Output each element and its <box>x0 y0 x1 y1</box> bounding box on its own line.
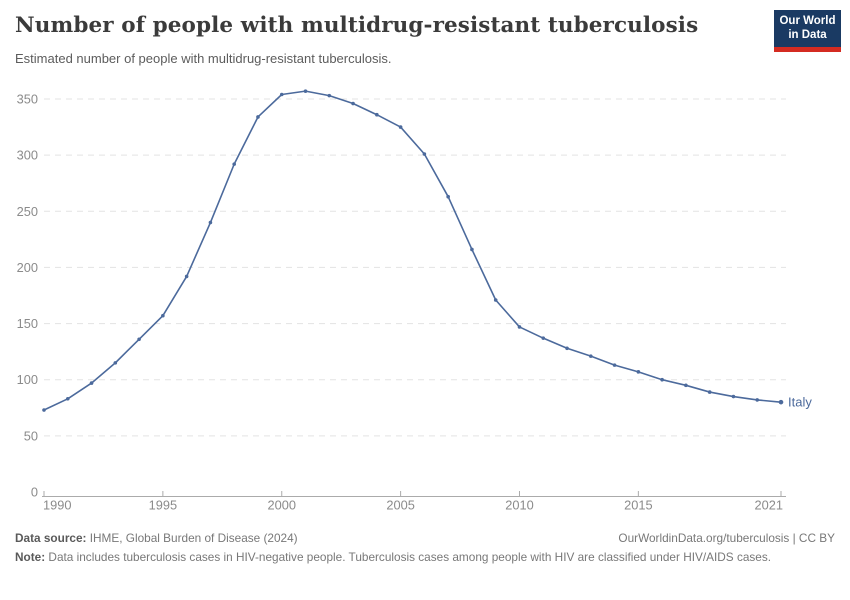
data-point[interactable] <box>731 394 736 399</box>
x-tick-label: 2000 <box>268 498 296 513</box>
data-point[interactable] <box>184 274 189 279</box>
data-point[interactable] <box>636 370 641 374</box>
data-point[interactable] <box>208 220 213 225</box>
data-point[interactable] <box>161 313 165 318</box>
x-tick-label: 1995 <box>149 498 177 513</box>
y-tick-label: 0 <box>31 485 38 500</box>
data-point-end[interactable] <box>778 399 784 405</box>
data-point[interactable] <box>517 325 522 329</box>
data-point[interactable] <box>303 89 308 93</box>
data-point[interactable] <box>684 383 688 388</box>
note-value: Data includes tuberculosis cases in HIV-… <box>45 550 772 564</box>
data-point[interactable] <box>42 408 46 412</box>
y-tick-label: 300 <box>17 148 38 163</box>
owid-logo[interactable]: Our World in Data <box>774 10 841 52</box>
y-tick-label: 350 <box>17 92 38 107</box>
y-tick-label: 100 <box>17 372 38 387</box>
x-tick-label: 1990 <box>43 498 71 513</box>
y-tick-label: 150 <box>17 316 38 331</box>
data-point[interactable] <box>755 398 760 402</box>
data-point[interactable] <box>113 361 118 365</box>
data-point[interactable] <box>232 162 236 166</box>
license-link[interactable]: OurWorldinData.org/tuberculosis | CC BY <box>618 531 835 545</box>
y-tick-label: 250 <box>17 204 38 219</box>
data-point[interactable] <box>493 298 498 302</box>
line-chart: 0 50 100 150 200 250 300 350 1990 1995 2000 2005 201… <box>17 89 812 513</box>
data-point[interactable] <box>612 363 617 367</box>
data-point[interactable] <box>351 101 355 106</box>
data-point[interactable] <box>256 115 260 119</box>
y-tick-label: 200 <box>17 260 38 275</box>
chart-note: Note: Data includes tuberculosis cases i… <box>15 550 835 566</box>
x-tick-label: 2021 <box>755 498 783 513</box>
data-line[interactable] <box>43 90 782 411</box>
data-point[interactable] <box>422 152 427 156</box>
data-point[interactable] <box>660 377 664 382</box>
x-tick-label: 2015 <box>624 498 652 513</box>
entity-label[interactable]: Italy <box>788 395 812 410</box>
data-point[interactable] <box>65 397 70 401</box>
data-point[interactable] <box>470 247 474 252</box>
data-point[interactable] <box>446 194 450 199</box>
data-point[interactable] <box>541 336 546 340</box>
chart-footer: Data source: IHME, Global Burden of Dise… <box>15 531 835 566</box>
x-tick-label: 2005 <box>386 498 414 513</box>
data-point[interactable] <box>375 112 379 117</box>
chart-subtitle: Estimated number of people with multidru… <box>15 51 392 66</box>
data-point[interactable] <box>565 346 569 351</box>
data-point[interactable] <box>589 354 593 358</box>
data-source-label: Data source: <box>15 531 87 545</box>
data-point[interactable] <box>707 390 712 394</box>
data-source: Data source: IHME, Global Burden of Dise… <box>15 531 298 545</box>
logo-line-1: Our World <box>779 14 836 27</box>
data-point[interactable] <box>137 337 141 342</box>
y-tick-label: 50 <box>24 428 38 443</box>
data-point[interactable] <box>327 93 332 98</box>
page-title: Number of people with multidrug-resistan… <box>15 13 699 38</box>
x-tick-label: 2010 <box>505 498 533 513</box>
data-source-value: IHME, Global Burden of Disease (2024) <box>86 531 298 545</box>
data-point[interactable] <box>398 125 403 129</box>
data-point[interactable] <box>279 92 284 97</box>
note-label: Note: <box>15 550 46 564</box>
data-point[interactable] <box>89 381 94 385</box>
logo-line-2: in Data <box>788 28 827 41</box>
